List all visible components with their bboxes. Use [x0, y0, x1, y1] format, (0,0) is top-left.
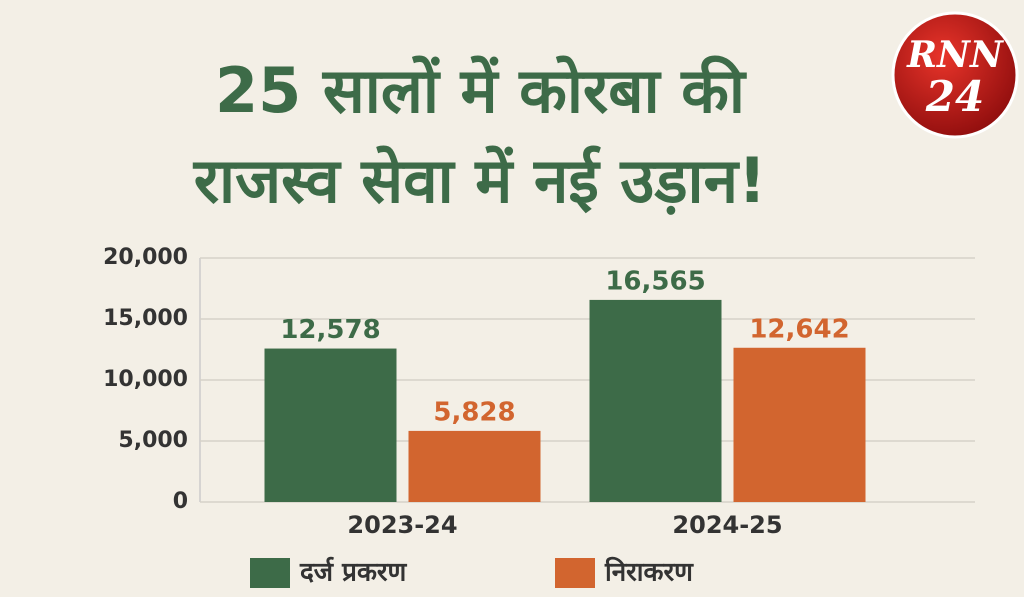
- legend-swatch: [250, 558, 290, 588]
- bar: [264, 348, 397, 502]
- chart-title: राजस्व सेवा में नई उड़ान!: [193, 144, 767, 217]
- value-label: 12,578: [280, 315, 380, 345]
- logo-text: 24: [925, 72, 984, 121]
- bar: [408, 430, 541, 502]
- legend-label: निराकरण: [604, 557, 694, 588]
- logo-text: RNN: [906, 34, 1005, 76]
- y-tick-label: 20,000: [103, 245, 188, 270]
- y-tick-label: 5,000: [118, 428, 188, 453]
- y-tick-label: 15,000: [103, 306, 188, 331]
- logo-circle: [891, 11, 1019, 139]
- value-label: 16,565: [605, 266, 705, 296]
- bar: [589, 299, 722, 502]
- x-tick-label: 2023-24: [347, 511, 457, 539]
- y-tick-label: 0: [173, 489, 188, 514]
- logo: RNN 24: [891, 11, 1019, 139]
- value-label: 12,642: [749, 314, 849, 344]
- legend-swatch: [555, 558, 595, 588]
- value-label: 5,828: [433, 397, 515, 427]
- chart-title: 25 सालों में कोरबा की: [215, 54, 747, 127]
- x-tick-label: 2024-25: [672, 511, 782, 539]
- bar: [733, 347, 866, 502]
- legend-label: दर्ज प्रकरण: [299, 557, 408, 588]
- y-tick-label: 10,000: [103, 367, 188, 392]
